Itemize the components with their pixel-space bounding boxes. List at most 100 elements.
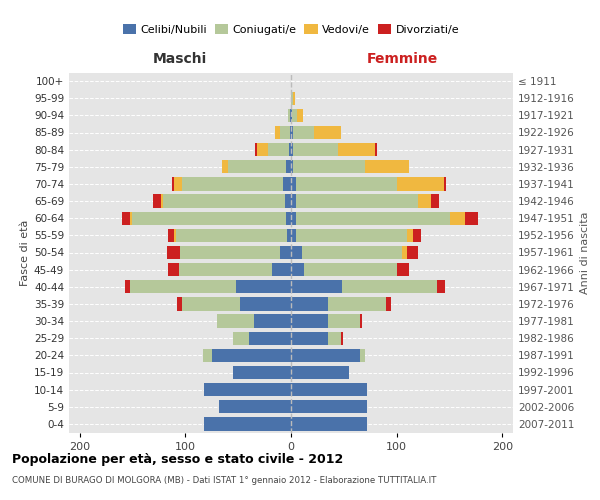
- Bar: [130, 212, 133, 225]
- Bar: [291, 417, 367, 430]
- Bar: [272, 263, 291, 276]
- Bar: [161, 194, 163, 208]
- Text: Maschi: Maschi: [153, 52, 207, 66]
- Bar: [418, 194, 431, 208]
- Bar: [293, 126, 314, 139]
- Bar: [386, 297, 391, 310]
- Bar: [293, 92, 295, 105]
- Bar: [291, 297, 328, 310]
- Bar: [291, 348, 360, 362]
- Bar: [290, 108, 291, 122]
- Bar: [286, 212, 291, 225]
- Bar: [125, 280, 130, 293]
- Bar: [291, 92, 293, 105]
- Bar: [292, 108, 298, 122]
- Bar: [169, 228, 173, 242]
- Bar: [402, 246, 407, 259]
- Bar: [268, 143, 289, 156]
- Bar: [444, 177, 446, 190]
- Bar: [217, 314, 254, 328]
- Bar: [172, 177, 173, 190]
- Text: COMUNE DI BURAGO DI MOLGORA (MB) - Dati ISTAT 1° gennaio 2012 - Elaborazione TUT: COMUNE DI BURAGO DI MOLGORA (MB) - Dati …: [12, 476, 436, 485]
- Bar: [407, 228, 413, 242]
- Bar: [291, 400, 367, 413]
- Bar: [360, 314, 362, 328]
- Bar: [291, 126, 293, 139]
- Bar: [293, 143, 338, 156]
- Bar: [280, 246, 291, 259]
- Bar: [219, 400, 291, 413]
- Y-axis label: Anni di nascita: Anni di nascita: [580, 211, 590, 294]
- Bar: [173, 177, 182, 190]
- Bar: [182, 177, 283, 190]
- Bar: [302, 246, 402, 259]
- Bar: [286, 160, 291, 173]
- Bar: [212, 348, 291, 362]
- Bar: [291, 177, 296, 190]
- Bar: [227, 160, 286, 173]
- Bar: [397, 177, 444, 190]
- Bar: [254, 314, 291, 328]
- Bar: [374, 143, 377, 156]
- Bar: [233, 332, 249, 345]
- Bar: [173, 228, 176, 242]
- Bar: [249, 332, 291, 345]
- Bar: [236, 280, 291, 293]
- Bar: [288, 108, 290, 122]
- Bar: [291, 280, 342, 293]
- Bar: [287, 228, 291, 242]
- Bar: [296, 212, 449, 225]
- Bar: [182, 297, 240, 310]
- Bar: [290, 126, 291, 139]
- Bar: [291, 332, 328, 345]
- Bar: [163, 194, 284, 208]
- Bar: [314, 126, 341, 139]
- Bar: [152, 194, 161, 208]
- Legend: Celibi/Nubili, Coniugati/e, Vedovi/e, Divorziati/e: Celibi/Nubili, Coniugati/e, Vedovi/e, Di…: [121, 22, 461, 37]
- Bar: [176, 228, 287, 242]
- Bar: [296, 177, 397, 190]
- Bar: [222, 160, 227, 173]
- Bar: [291, 366, 349, 379]
- Bar: [233, 366, 291, 379]
- Bar: [180, 246, 280, 259]
- Bar: [275, 126, 280, 139]
- Bar: [338, 143, 374, 156]
- Bar: [205, 383, 291, 396]
- Bar: [179, 263, 272, 276]
- Bar: [291, 263, 304, 276]
- Bar: [284, 194, 291, 208]
- Bar: [293, 160, 365, 173]
- Bar: [449, 212, 466, 225]
- Bar: [291, 108, 292, 122]
- Bar: [296, 228, 407, 242]
- Bar: [360, 348, 365, 362]
- Bar: [291, 383, 367, 396]
- Bar: [122, 212, 130, 225]
- Bar: [240, 297, 291, 310]
- Bar: [257, 143, 268, 156]
- Bar: [298, 108, 302, 122]
- Bar: [413, 228, 421, 242]
- Bar: [177, 297, 182, 310]
- Text: Femmine: Femmine: [367, 52, 437, 66]
- Bar: [167, 246, 180, 259]
- Bar: [328, 332, 341, 345]
- Bar: [431, 194, 439, 208]
- Bar: [291, 246, 302, 259]
- Bar: [365, 160, 409, 173]
- Bar: [328, 314, 360, 328]
- Bar: [296, 194, 418, 208]
- Bar: [205, 417, 291, 430]
- Bar: [342, 280, 437, 293]
- Bar: [130, 280, 236, 293]
- Bar: [291, 314, 328, 328]
- Bar: [133, 212, 286, 225]
- Bar: [203, 348, 212, 362]
- Bar: [283, 177, 291, 190]
- Bar: [466, 212, 478, 225]
- Y-axis label: Fasce di età: Fasce di età: [20, 220, 30, 286]
- Bar: [304, 263, 397, 276]
- Bar: [291, 143, 293, 156]
- Bar: [289, 143, 291, 156]
